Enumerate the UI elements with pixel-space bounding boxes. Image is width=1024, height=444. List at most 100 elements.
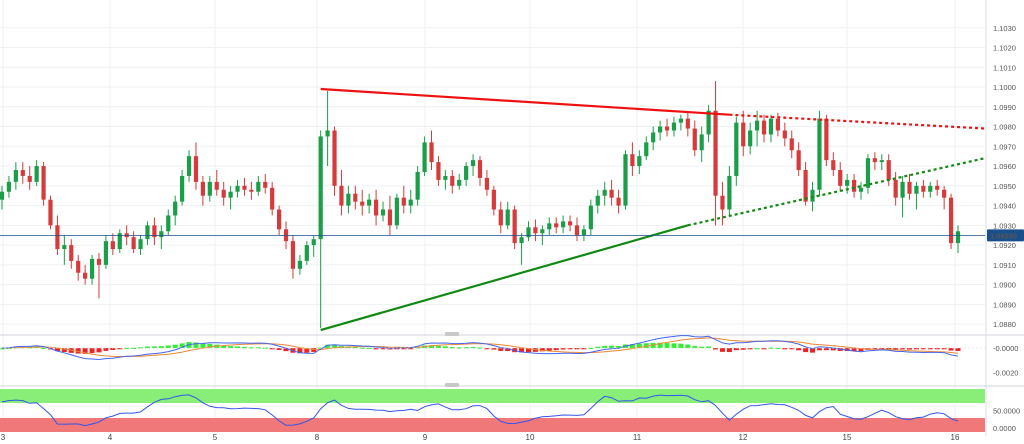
oscillator-bar xyxy=(692,346,698,349)
candle xyxy=(152,217,157,246)
candle xyxy=(103,235,109,269)
candle-body xyxy=(450,175,455,186)
oscillator-bar xyxy=(595,346,601,349)
oscillator-bar xyxy=(768,347,774,349)
candle xyxy=(851,173,857,198)
candle-body xyxy=(256,181,261,192)
candle-body xyxy=(76,260,81,273)
candle xyxy=(477,156,483,186)
date-tick-label: 3 xyxy=(1,433,6,442)
candle-body xyxy=(249,189,254,192)
candle-body xyxy=(775,118,780,131)
candle xyxy=(117,229,122,253)
candle xyxy=(249,181,254,200)
candle-body xyxy=(422,142,427,172)
oscillator-bar xyxy=(671,343,677,349)
candle xyxy=(935,179,940,196)
oscillator-bar xyxy=(110,348,116,350)
candle-body xyxy=(318,136,323,240)
candle xyxy=(955,225,961,253)
oscillator-bar xyxy=(380,348,386,350)
candle-body xyxy=(166,215,171,232)
oscillator-bar xyxy=(429,345,435,349)
candle xyxy=(858,181,864,200)
candle xyxy=(706,104,711,143)
candle xyxy=(443,170,448,190)
candle-body xyxy=(914,185,919,194)
candle-body xyxy=(831,160,836,171)
candle-body xyxy=(761,120,767,135)
candle-body xyxy=(464,166,469,180)
candle-body xyxy=(886,160,891,180)
candle-body xyxy=(851,179,857,192)
candle-body xyxy=(734,122,739,176)
candle xyxy=(637,150,642,174)
oscillator-bar xyxy=(893,348,899,350)
candle xyxy=(602,181,607,206)
price-tick-label: 1.0940 xyxy=(993,202,1016,211)
candle xyxy=(27,166,32,190)
candle xyxy=(519,233,524,265)
candle xyxy=(512,205,517,250)
candle xyxy=(845,173,850,194)
candle-body xyxy=(304,245,309,261)
candle xyxy=(464,162,469,186)
candle xyxy=(0,185,5,210)
candle xyxy=(609,179,614,206)
candle xyxy=(408,189,413,214)
candle-body xyxy=(152,225,157,238)
candle xyxy=(900,175,905,218)
candle-body xyxy=(713,110,718,196)
candle xyxy=(339,170,344,216)
candle-body xyxy=(145,225,150,240)
candle-body xyxy=(678,118,683,123)
candle xyxy=(180,170,185,206)
date-tick-label: 8 xyxy=(315,433,320,442)
candle-body xyxy=(928,185,933,192)
oscillator-bar xyxy=(803,348,809,353)
candle-body xyxy=(921,185,926,192)
panel-resize-handle xyxy=(445,383,459,387)
oscillator-bar xyxy=(740,348,746,350)
candle xyxy=(131,231,136,253)
oscillator-bar xyxy=(144,346,150,349)
oscillator-bar xyxy=(172,344,178,349)
oscillator-bar xyxy=(221,345,227,349)
candle-body xyxy=(616,197,621,206)
candle-body xyxy=(512,209,517,244)
resistance-trendline xyxy=(729,113,986,130)
candle-body xyxy=(491,189,496,210)
candle-body xyxy=(6,181,12,192)
candle-body xyxy=(69,245,74,261)
oscillator-bar xyxy=(546,348,552,351)
oscillator-bar xyxy=(913,348,919,350)
candle xyxy=(360,189,365,216)
oscillator-bar xyxy=(657,342,663,349)
candle xyxy=(394,193,399,230)
candle xyxy=(658,120,663,141)
candle-body xyxy=(235,185,240,192)
date-tick-label: 4 xyxy=(108,433,113,442)
oscillator-bar xyxy=(165,345,171,349)
candle xyxy=(768,114,774,143)
candle xyxy=(498,201,503,234)
candle xyxy=(484,170,490,196)
candle-body xyxy=(893,179,898,198)
price-tick-label: 1.1030 xyxy=(993,24,1016,33)
oscillator-bar xyxy=(394,348,400,350)
oscillator-bar xyxy=(269,348,275,350)
candle-body xyxy=(159,231,164,238)
candle xyxy=(491,185,496,216)
oscillator-bar xyxy=(955,348,961,351)
candle xyxy=(782,122,787,147)
oscillator-bar xyxy=(359,347,365,349)
candle xyxy=(789,130,794,159)
oscillator-bar xyxy=(332,345,338,349)
oscillator-bar xyxy=(581,348,587,350)
oscillator-bar xyxy=(560,348,566,350)
candle-body xyxy=(630,154,635,167)
candle xyxy=(62,235,67,265)
candle-body xyxy=(408,199,413,206)
candle-body xyxy=(741,122,746,147)
